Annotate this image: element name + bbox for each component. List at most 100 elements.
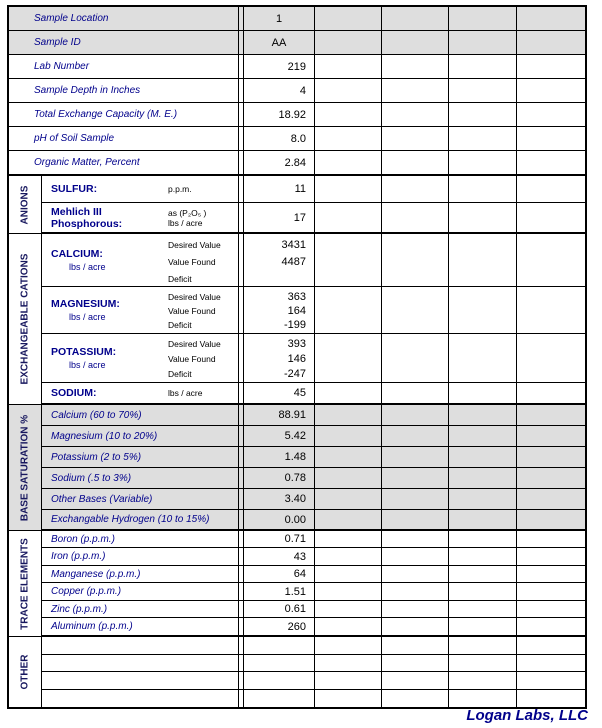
unit-line: lbs / acre (168, 217, 203, 228)
empty-cell (449, 690, 517, 707)
column-divider (239, 637, 244, 654)
value-cell: 1.51 (244, 583, 315, 600)
value-cell: 8.0 (244, 127, 315, 150)
value-cell: 43 (244, 548, 315, 565)
empty-cell (449, 127, 517, 150)
value-line (244, 271, 306, 286)
value-cell: 0.00 (244, 510, 315, 529)
empty-cell (449, 55, 517, 78)
value-cell: 18.92 (244, 103, 315, 126)
empty-cell (449, 103, 517, 126)
empty-cell (315, 690, 382, 707)
section-rows (42, 637, 585, 707)
section-header: EXCHANGEABLE CATIONS (9, 234, 42, 404)
empty-cell (449, 426, 517, 446)
row-label: Exchangable Hydrogen (10 to 15%) (42, 510, 239, 529)
row-label-cell: Mehlich III Phosphorous: as (P₂O₅ ) lbs / … (42, 203, 239, 232)
other-section: OTHER (9, 636, 585, 707)
empty-cell (315, 489, 382, 509)
row-label-cell: SODIUM: lbs / acre (42, 383, 239, 403)
empty-cell (315, 55, 382, 78)
value-cell (244, 655, 315, 671)
row-label-cell: MAGNESIUM: lbs / acre Desired Value Value F… (42, 287, 239, 333)
value-cell: 3431 4487 (244, 234, 315, 286)
cations-section: EXCHANGEABLE CATIONS CALCIUM: lbs / acre De… (9, 233, 585, 404)
nutrient-name-block: POTASSIUM: lbs / acre (42, 334, 168, 382)
empty-cell (382, 334, 449, 382)
empty-cell (382, 203, 449, 232)
empty-cell (315, 583, 382, 600)
value-cell: 0.61 (244, 601, 315, 617)
empty-cell (382, 548, 449, 565)
section-header: OTHER (9, 637, 42, 707)
unit-line: as (P₂O₅ ) (168, 207, 207, 218)
empty-cell (449, 287, 517, 333)
row-label (42, 637, 239, 654)
unit-block: lbs / acre (168, 383, 238, 403)
empty-cell (382, 176, 449, 202)
empty-cell (382, 151, 449, 174)
empty-cell (517, 176, 585, 202)
column-divider (239, 127, 244, 150)
row-label: Total Exchange Capacity (M. E.) (9, 103, 239, 126)
empty-cell (517, 151, 585, 174)
empty-cell (382, 618, 449, 635)
column-divider (239, 655, 244, 671)
empty-cell (315, 383, 382, 403)
empty-cell (517, 690, 585, 707)
value-cell: 17 (244, 203, 315, 232)
value-cell: 3.40 (244, 489, 315, 509)
nutrient-name-block: Mehlich III Phosphorous: (42, 203, 168, 232)
value-cell: 1.48 (244, 447, 315, 467)
empty-cell (449, 601, 517, 617)
empty-cell (517, 548, 585, 565)
row-label: Organic Matter, Percent (9, 151, 239, 174)
base_saturation-section: BASE SATURATION % Calcium (60 to 70%) 88.9… (9, 404, 585, 530)
table-row: MAGNESIUM: lbs / acre Desired Value Value F… (42, 287, 585, 334)
empty-cell (315, 334, 382, 382)
empty-cell (449, 334, 517, 382)
empty-cell (382, 55, 449, 78)
empty-cell (382, 7, 449, 30)
value-cell: 393 146 -247 (244, 334, 315, 382)
sub-label-line: Deficit (168, 369, 192, 379)
table-row: pH of Soil Sample 8.0 (9, 127, 585, 151)
value-cell (244, 690, 315, 707)
table-row: Aluminum (p.p.m.) 260 (42, 618, 585, 636)
value-cell: 64 (244, 566, 315, 582)
column-divider (239, 103, 244, 126)
empty-cell (517, 127, 585, 150)
empty-cell (517, 637, 585, 654)
column-divider (239, 618, 244, 635)
value-cell: 4 (244, 79, 315, 102)
empty-cell (382, 127, 449, 150)
nutrient-name-block: CALCIUM: lbs / acre (42, 234, 168, 286)
empty-cell (517, 447, 585, 467)
empty-cell (517, 468, 585, 488)
empty-cell (517, 489, 585, 509)
empty-cell (315, 566, 382, 582)
column-divider (239, 426, 244, 446)
empty-cell (449, 489, 517, 509)
nutrient-unit: lbs / acre (69, 360, 106, 370)
empty-cell (517, 566, 585, 582)
column-divider (239, 234, 244, 286)
sub-label-line: Desired Value (168, 292, 221, 302)
table-row: Exchangable Hydrogen (10 to 15%) 0.00 (42, 510, 585, 530)
value-cell (244, 672, 315, 689)
empty-cell (449, 583, 517, 600)
table-row: Sample Location 1 (9, 7, 585, 31)
empty-cell (382, 566, 449, 582)
empty-cell (315, 618, 382, 635)
empty-cell (517, 672, 585, 689)
column-divider (239, 468, 244, 488)
empty-cell (315, 151, 382, 174)
table-row: POTASSIUM: lbs / acre Desired Value Value F… (42, 334, 585, 383)
table-row: Calcium (60 to 70%) 88.91 (42, 405, 585, 426)
table-row: Zinc (p.p.m.) 0.61 (42, 601, 585, 618)
sub-label-line: Desired Value (168, 240, 221, 250)
row-label: Sample Depth in Inches (9, 79, 239, 102)
nutrient-name-block: MAGNESIUM: lbs / acre (42, 287, 168, 333)
value-cell: 0.71 (244, 531, 315, 547)
